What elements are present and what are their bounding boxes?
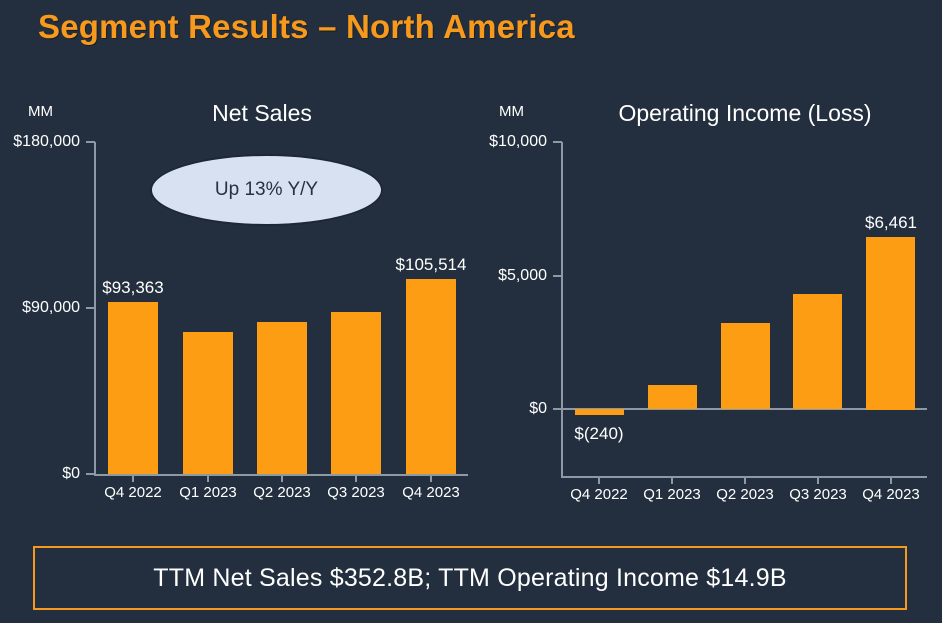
operating-income-x-tick-q2-2023 [744,478,746,484]
operating-income-x-label-q1-2023: Q1 2023 [643,486,701,503]
net-sales-y-tick-0 [86,473,95,475]
slide-title: Segment Results – North America [38,8,575,45]
net-sales-y-tick-label-2: $180,000 [13,133,80,150]
operating-income-x-axis [561,476,927,478]
operating-income-value-label-q4-2023: $6,461 [865,213,917,232]
net-sales-x-label-q4-2022: Q4 2022 [104,484,162,501]
net-sales-bar-q4-2022 [108,302,158,474]
operating-income-y-tick-label-1: $5,000 [498,267,547,284]
operating-income-bar-q4-2023 [866,237,915,410]
net-sales-x-label-q1-2023: Q1 2023 [179,484,237,501]
net-sales-x-tick-q1-2023 [207,476,209,482]
operating-income-x-tick-q1-2023 [671,478,673,484]
net-sales-value-label-q4-2022: $93,363 [102,278,164,297]
operating-income-y-tick-label-2: $10,000 [489,133,547,150]
net-sales-x-tick-q4-2023 [430,476,432,482]
net-sales-unit-label: MM [28,103,53,120]
yoy-growth-callout: Up 13% Y/Y [150,154,383,226]
net-sales-y-tick-2 [86,141,95,143]
operating-income-x-tick-q4-2023 [890,478,892,484]
operating-income-x-tick-q4-2022 [598,478,600,484]
net-sales-bar-q3-2023 [331,312,381,474]
operating-income-y-tick-2 [553,141,562,143]
operating-income-x-label-q4-2023: Q4 2023 [862,486,920,503]
net-sales-x-label-q2-2023: Q2 2023 [253,484,311,501]
operating-income-value-label-q4-2022: $(240) [574,424,624,443]
net-sales-x-axis [94,474,468,476]
operating-income-x-label-q4-2022: Q4 2022 [570,486,628,503]
operating-income-chart-title: Operating Income (Loss) [618,100,872,126]
net-sales-x-tick-q3-2023 [355,476,357,482]
net-sales-x-tick-q4-2022 [132,476,134,482]
net-sales-x-label-q4-2023: Q4 2023 [402,484,460,501]
operating-income-bar-q1-2023 [648,385,697,409]
net-sales-x-label-q3-2023: Q3 2023 [327,484,385,501]
operating-income-y-axis [561,142,563,478]
net-sales-bar-q4-2023 [406,279,456,474]
operating-income-y-tick-1 [553,275,562,277]
net-sales-value-label-q4-2023: $105,514 [395,255,467,274]
operating-income-y-tick-label-0: $0 [529,400,547,417]
operating-income-unit-label: MM [499,103,524,120]
net-sales-y-tick-label-1: $90,000 [22,299,80,316]
net-sales-bar-q1-2023 [183,332,233,474]
net-sales-y-axis [94,142,96,476]
net-sales-chart-title: Net Sales [212,100,312,126]
operating-income-x-label-q2-2023: Q2 2023 [716,486,774,503]
operating-income-zero-gridline [563,408,927,410]
operating-income-bar-q4-2022 [575,409,624,415]
net-sales-y-tick-label-0: $0 [62,465,80,482]
operating-income-bar-q3-2023 [793,294,842,409]
operating-income-x-label-q3-2023: Q3 2023 [789,486,847,503]
net-sales-bar-q2-2023 [257,322,307,474]
operating-income-y-tick-0 [553,408,562,410]
net-sales-y-tick-1 [86,307,95,309]
ttm-summary-banner: TTM Net Sales $352.8B; TTM Operating Inc… [33,546,907,610]
operating-income-bar-q2-2023 [721,323,770,409]
ttm-summary-text: TTM Net Sales $352.8B; TTM Operating Inc… [153,563,787,592]
operating-income-x-tick-q3-2023 [817,478,819,484]
net-sales-x-tick-q2-2023 [281,476,283,482]
yoy-growth-callout-text: Up 13% Y/Y [214,179,319,200]
